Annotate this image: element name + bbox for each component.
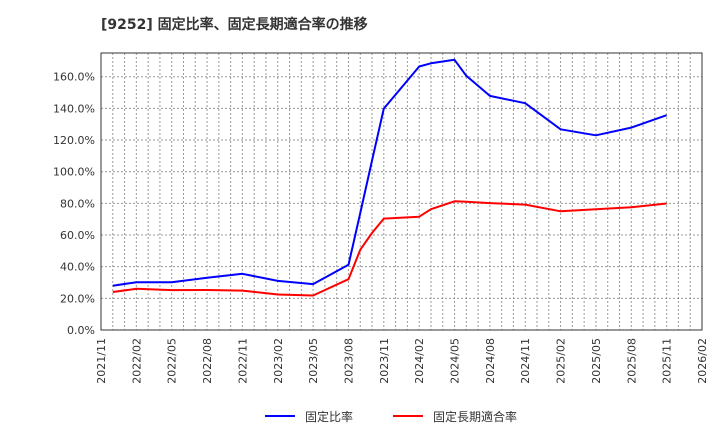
x-tick-label: 2023/08 (342, 338, 355, 384)
y-tick-label: 100.0% (53, 166, 95, 179)
legend-label: 固定比率 (305, 409, 354, 424)
y-tick-label: 40.0% (60, 261, 95, 274)
x-tick-label: 2024/08 (484, 338, 497, 384)
y-tick-label: 0.0% (67, 324, 95, 337)
x-tick-label: 2023/11 (378, 338, 391, 384)
x-tick-label: 2021/11 (95, 338, 108, 384)
x-axis-ticks: 2021/11 2022/02 2022/05 2022/08 2022/11 2023/… (95, 338, 709, 384)
x-tick-label: 2023/02 (272, 338, 285, 384)
x-tick-label: 2024/05 (449, 338, 462, 384)
data-series (112, 58, 667, 297)
x-tick-label: 2025/05 (590, 338, 603, 384)
legend: 固定比率 固定長期適合率 (0, 406, 720, 426)
chart-title: [9252] 固定比率、固定長期適合率の推移 (101, 17, 368, 33)
x-tick-label: 2024/02 (413, 338, 426, 384)
grid-lines (101, 53, 702, 330)
legend-label: 固定長期適合率 (433, 409, 518, 424)
y-tick-label: 140.0% (53, 102, 95, 115)
legend-swatch-red-line (393, 415, 423, 417)
x-tick-label: 2022/08 (201, 338, 214, 384)
series-line (112, 58, 667, 287)
legend-item-fixed-ratio: 固定比率 (265, 406, 353, 426)
x-tick-label: 2022/11 (236, 338, 249, 384)
legend-swatch-blue-line (265, 415, 295, 417)
x-tick-label: 2023/05 (307, 338, 320, 384)
x-tick-label: 2022/02 (130, 338, 143, 384)
x-tick-label: 2025/11 (661, 338, 674, 384)
x-tick-label: 2025/08 (625, 338, 638, 384)
x-tick-label: 2025/02 (555, 338, 568, 384)
legend-item-fixed-long-term-ratio: 固定長期適合率 (393, 406, 517, 426)
y-tick-label: 20.0% (60, 292, 95, 305)
series-line (112, 200, 667, 297)
y-tick-label: 80.0% (60, 197, 95, 210)
y-tick-label: 160.0% (53, 71, 95, 84)
y-axis-ticks: 0.0% 20.0% 40.0% 60.0% 80.0% 100.0% 120.0% 140.… (53, 71, 95, 337)
x-tick-label: 2024/11 (519, 338, 532, 384)
y-tick-label: 120.0% (53, 134, 95, 147)
plot-area-border (100, 52, 703, 331)
y-tick-label: 60.0% (60, 229, 95, 242)
x-tick-label: 2026/02 (696, 338, 709, 384)
x-tick-label: 2022/05 (166, 338, 179, 384)
